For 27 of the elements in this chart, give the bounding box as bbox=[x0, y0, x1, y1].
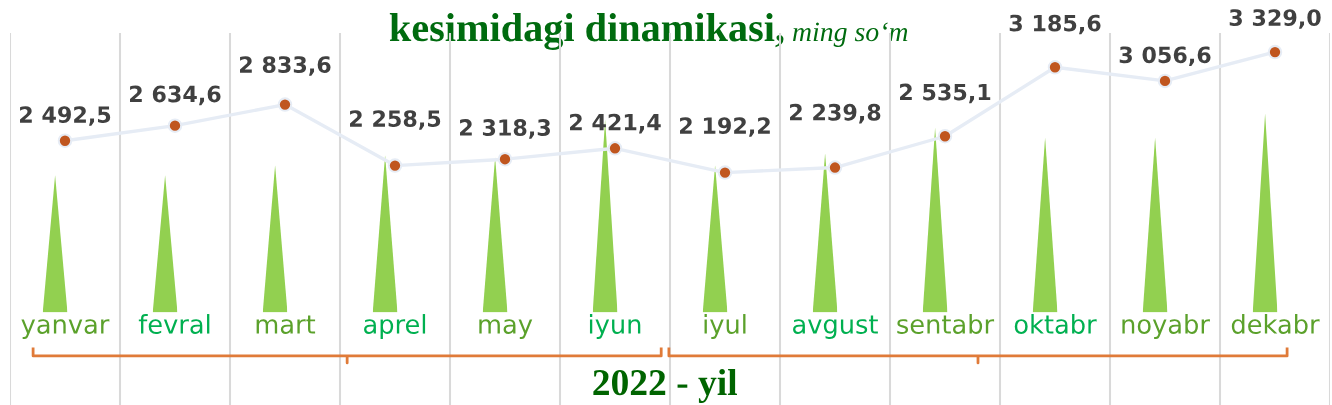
x-tick-label: sentabr bbox=[897, 314, 995, 334]
x-tick-label: dekabr bbox=[1231, 314, 1320, 334]
chart-title: kesimidagi dinamikasi, bbox=[389, 13, 784, 50]
x-tick-label: yanvar bbox=[21, 319, 110, 339]
data-label: 2 535,1 bbox=[900, 83, 991, 104]
data-label: 3 329,0 bbox=[1229, 9, 1321, 29]
data-label: 2 258,5 bbox=[350, 110, 441, 130]
chart-subtitle: ming so‘m bbox=[793, 22, 908, 47]
data-label: 2 634,6 bbox=[130, 85, 221, 106]
data-label: 3 185,6 bbox=[1009, 14, 1101, 35]
data-label: 2 318,3 bbox=[460, 119, 550, 139]
x-tick-label: iyun bbox=[589, 314, 641, 339]
x-tick-label: fevral bbox=[138, 314, 210, 334]
x-tick-label: mart bbox=[256, 315, 316, 334]
x-tick-label: aprel bbox=[364, 314, 426, 339]
x-tick-label: noyabr bbox=[1122, 314, 1210, 339]
x-axis-title: 2022 - yil bbox=[593, 368, 737, 404]
x-tick-label: avgust bbox=[793, 315, 878, 339]
data-label: 3 056,6 bbox=[1119, 46, 1211, 67]
x-tick-label: iyul bbox=[704, 314, 746, 339]
x-tick-label: oktabr bbox=[1014, 314, 1097, 334]
data-label: 2 239,8 bbox=[790, 103, 881, 124]
data-label: 2 833,6 bbox=[240, 56, 331, 76]
data-label: 2 192,2 bbox=[680, 117, 770, 137]
data-label: 2 421,4 bbox=[570, 113, 661, 134]
data-label: 2 492,5 bbox=[20, 106, 111, 126]
x-tick-label: may bbox=[479, 319, 533, 339]
